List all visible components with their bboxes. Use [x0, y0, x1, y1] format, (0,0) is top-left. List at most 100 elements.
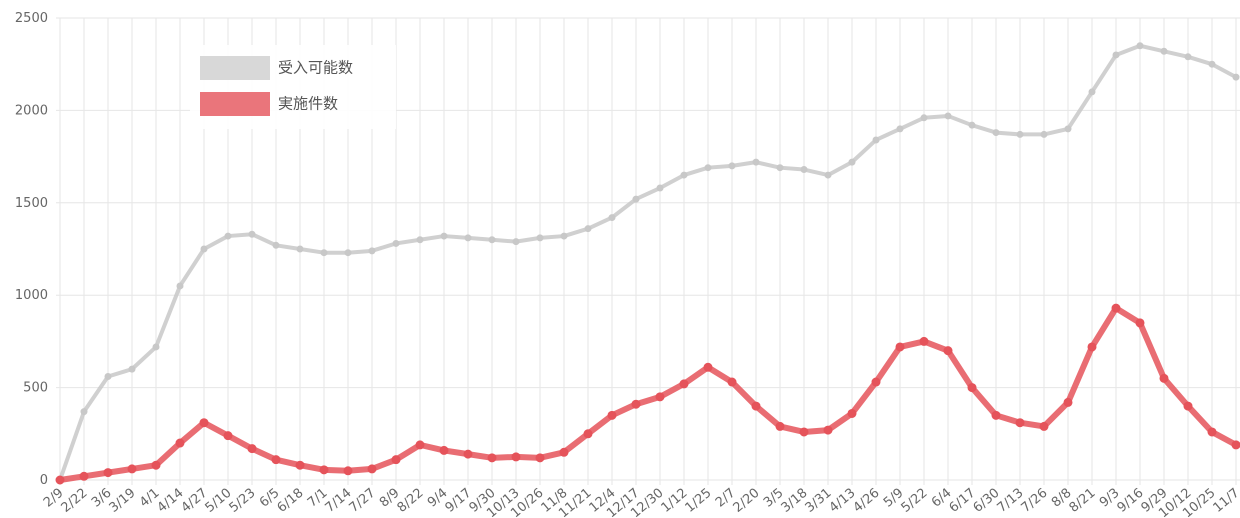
- legend-label: 実施件数: [278, 95, 338, 113]
- data-point: [415, 440, 425, 450]
- data-point: [271, 455, 281, 465]
- data-point: [752, 158, 760, 166]
- data-point: [895, 342, 905, 352]
- data-point: [392, 239, 400, 247]
- data-point: [247, 444, 257, 454]
- y-tick-label: 1000: [15, 288, 48, 303]
- data-point: [248, 230, 256, 238]
- data-point: [440, 232, 448, 240]
- data-point: [680, 171, 688, 179]
- data-point: [224, 232, 232, 240]
- x-tick-label: 8/22: [395, 486, 427, 516]
- data-point: [871, 377, 881, 387]
- data-point: [944, 112, 952, 120]
- x-tick-label: 6/18: [275, 486, 307, 516]
- x-tick-label: 4/26: [851, 486, 883, 516]
- data-point: [1087, 342, 1097, 352]
- data-point: [1136, 42, 1144, 50]
- x-tick-label: 7/27: [347, 486, 379, 516]
- data-point: [607, 410, 617, 420]
- data-point: [679, 379, 689, 389]
- data-point: [319, 465, 329, 475]
- data-point: [896, 125, 904, 133]
- data-point: [559, 447, 569, 457]
- data-point: [583, 429, 593, 439]
- x-tick-label: 1/25: [683, 486, 715, 516]
- x-tick-label: 5/23: [227, 486, 259, 516]
- data-point: [1183, 401, 1193, 411]
- legend-swatch: [200, 56, 270, 80]
- data-point: [127, 464, 137, 474]
- x-tick-label: 7/26: [1019, 486, 1051, 516]
- data-point: [823, 425, 833, 435]
- data-point: [464, 234, 472, 242]
- data-point: [728, 162, 736, 170]
- data-point: [1039, 421, 1049, 431]
- data-point: [200, 245, 208, 253]
- data-point: [1015, 418, 1025, 428]
- data-point: [1111, 303, 1121, 313]
- data-point: [176, 282, 184, 290]
- data-point: [920, 114, 928, 122]
- data-point: [1040, 130, 1048, 138]
- x-tick-label: 2/20: [731, 486, 763, 516]
- data-point: [1160, 47, 1168, 55]
- data-point: [1159, 373, 1169, 383]
- data-point: [799, 427, 809, 437]
- data-point: [1184, 53, 1192, 61]
- data-point: [1135, 318, 1145, 328]
- data-point: [199, 418, 209, 428]
- data-point: [272, 241, 280, 249]
- data-point: [992, 129, 1000, 137]
- data-point: [824, 171, 832, 179]
- data-point: [416, 236, 424, 244]
- data-point: [320, 249, 328, 257]
- data-point: [104, 373, 112, 381]
- y-tick-label: 2500: [15, 11, 48, 26]
- data-point: [512, 238, 520, 246]
- y-tick-label: 500: [23, 381, 48, 396]
- x-tick-label: 2/22: [59, 486, 91, 516]
- data-point: [847, 408, 857, 418]
- data-point: [439, 445, 449, 455]
- data-point: [1207, 427, 1217, 437]
- data-point: [800, 166, 808, 174]
- data-point: [536, 234, 544, 242]
- data-point: [151, 460, 161, 470]
- data-point: [295, 460, 305, 470]
- data-point: [1112, 51, 1120, 59]
- data-point: [79, 471, 89, 481]
- data-point: [80, 408, 88, 416]
- data-point: [103, 468, 113, 478]
- data-point: [1063, 397, 1073, 407]
- data-point: [608, 214, 616, 222]
- data-point: [152, 343, 160, 351]
- y-tick-label: 2000: [15, 103, 48, 118]
- data-point: [560, 232, 568, 240]
- data-point: [943, 346, 953, 356]
- x-tick-label: 3/19: [107, 486, 139, 516]
- data-point: [1016, 130, 1024, 138]
- data-point: [296, 245, 304, 253]
- data-point: [656, 184, 664, 192]
- data-point: [967, 383, 977, 393]
- legend-label: 受入可能数: [278, 59, 353, 77]
- data-point: [1088, 88, 1096, 96]
- data-point: [704, 164, 712, 172]
- data-point: [655, 392, 665, 402]
- data-point: [487, 453, 497, 463]
- data-point: [848, 158, 856, 166]
- data-point: [631, 399, 641, 409]
- legend-swatch: [200, 92, 270, 116]
- data-point: [1208, 60, 1216, 68]
- data-point: [632, 195, 640, 203]
- data-point: [367, 464, 377, 474]
- data-point: [1231, 440, 1240, 450]
- data-point: [751, 401, 761, 411]
- y-tick-label: 1500: [15, 196, 48, 211]
- data-point: [463, 449, 473, 459]
- data-point: [488, 236, 496, 244]
- data-point: [535, 453, 545, 463]
